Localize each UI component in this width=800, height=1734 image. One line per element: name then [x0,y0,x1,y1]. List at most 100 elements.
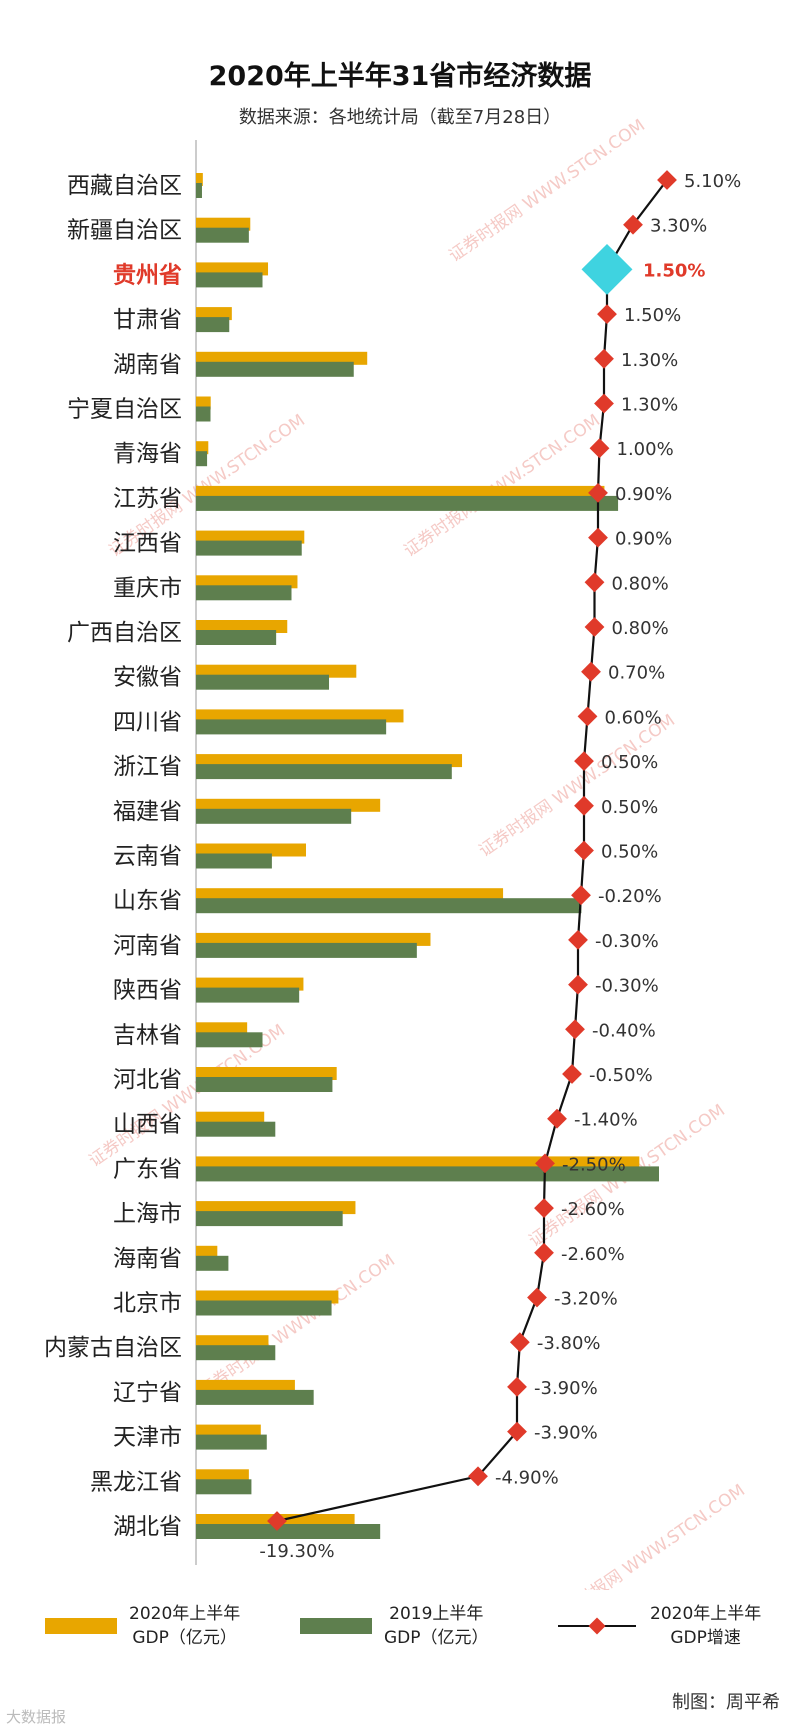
growth-data-label: -0.50% [589,1065,653,1086]
growth-data-label: 1.50% [643,260,705,281]
growth-data-label: -3.80% [537,1333,601,1354]
chart-subtitle: 数据来源：各地统计局（截至7月28日） [238,107,562,128]
category-label: 山西省 [113,1112,182,1138]
bar-2019 [196,1300,332,1316]
bar-2019 [196,406,211,422]
category-label: 广东省 [113,1156,182,1182]
growth-data-label: -3.90% [534,1423,598,1444]
category-label: 重庆市 [113,575,182,601]
chart-title: 2020年上半年31省市经济数据 [208,61,592,92]
category-label: 陕西省 [113,978,182,1004]
category-label: 上海市 [113,1201,182,1227]
growth-marker [568,930,588,950]
growth-data-label: -0.30% [595,931,659,952]
growth-marker [589,438,610,459]
growth-marker [468,1466,488,1487]
bar-2020 [196,1469,249,1483]
category-label: 辽宁省 [113,1380,182,1406]
bar-2020 [196,1335,269,1349]
legend-label-growth: 2020年上半年 GDP增速 [650,1604,762,1648]
footer-logo: 大数据报 [6,1708,67,1726]
bar-2020 [196,798,381,812]
bar-2020 [196,307,232,321]
bar-2019 [196,361,354,377]
growth-data-label: -3.20% [554,1289,618,1310]
bar-2019 [196,1121,276,1137]
legend: 2020年上半年 GDP（亿元） 2019上半年 GDP（亿元） 2020年上半… [0,1590,800,1670]
growth-marker [588,527,608,548]
bar-2019 [196,942,417,958]
category-label: 江西省 [113,531,182,557]
growth-data-label: -4.90% [495,1467,559,1488]
category-label: 湖北省 [113,1514,182,1540]
bar-2019 [196,451,208,467]
growth-marker [581,661,601,682]
growth-data-label: -2.50% [562,1154,626,1175]
watermark-6: 证券时报网 WWW.STCN.COM [195,1250,398,1401]
growth-marker [562,1064,582,1084]
growth-marker [507,1377,527,1397]
bar-2019 [196,630,277,645]
category-label: 山东省 [113,888,182,914]
bar-2020 [196,843,306,857]
bar-2020 [196,575,298,589]
growth-data-label: 0.50% [601,842,658,863]
category-label: 青海省 [113,441,182,467]
growth-data-label: 0.50% [601,752,658,773]
growth-data-label: 0.80% [612,618,669,639]
bar-2020 [196,217,251,231]
legend-swatch-2019 [300,1618,372,1634]
category-label: 新疆自治区 [67,218,182,244]
bar-2020 [196,664,357,678]
bar-2020 [196,1201,356,1215]
bar-2020 [196,888,504,902]
growth-marker [623,214,643,235]
category-label: 安徽省 [113,665,182,691]
category-label: 云南省 [113,844,182,870]
legend-item-2019: 2019上半年 GDP（亿元） [300,1602,489,1650]
watermark-7: 证券时报网 WWW.STCN.COM [545,1480,748,1590]
bar-2020 [196,485,605,499]
watermark-3: 证券时报网 WWW.STCN.COM [475,710,678,861]
bar-2019 [196,1255,229,1271]
category-label: 黑龙江省 [90,1469,182,1495]
growth-data-label: 1.00% [617,439,674,460]
legend-label-2019: 2019上半年 GDP（亿元） [384,1604,489,1648]
growth-marker [574,840,594,861]
growth-marker [534,1242,554,1263]
category-label: 广西自治区 [67,620,182,646]
bar-2020 [196,1245,218,1259]
growth-marker [509,1332,530,1353]
category-label: 甘肃省 [113,307,182,333]
bar-2019 [196,540,302,556]
growth-marker [267,1511,287,1531]
growth-data-label: -2.60% [561,1199,625,1220]
growth-data-label: 5.10% [684,171,741,192]
bar-2019 [196,764,452,780]
bar-2020 [196,1156,640,1170]
category-label: 西藏自治区 [67,173,182,199]
category-label: 海南省 [113,1246,182,1272]
bar-2020 [196,262,269,276]
category-label: 浙江省 [113,754,182,780]
category-label: 天津市 [113,1425,182,1451]
growth-data-label: 0.70% [608,663,665,684]
category-label: 江苏省 [113,486,182,512]
bar-2019 [196,585,292,601]
category-label: 福建省 [113,799,182,825]
growth-data-label: -0.20% [598,886,662,907]
growth-marker [568,974,588,995]
growth-data-label: 1.30% [621,395,678,416]
bar-2020 [196,351,368,365]
bar-2019 [196,1479,252,1495]
category-label: 四川省 [113,709,182,735]
bar-2019 [196,853,272,869]
growth-marker [527,1287,547,1308]
bar-2019 [196,1032,263,1048]
chart-canvas: 证券时报网 WWW.STCN.COM 证券时报网 WWW.STCN.COM 证券时报… [44,115,749,1590]
growth-marker [534,1198,554,1218]
growth-data-label: 0.80% [612,573,669,594]
growth-marker [588,483,608,503]
watermark-0: 证券时报网 WWW.STCN.COM [445,115,648,266]
category-label: 吉林省 [113,1022,182,1048]
